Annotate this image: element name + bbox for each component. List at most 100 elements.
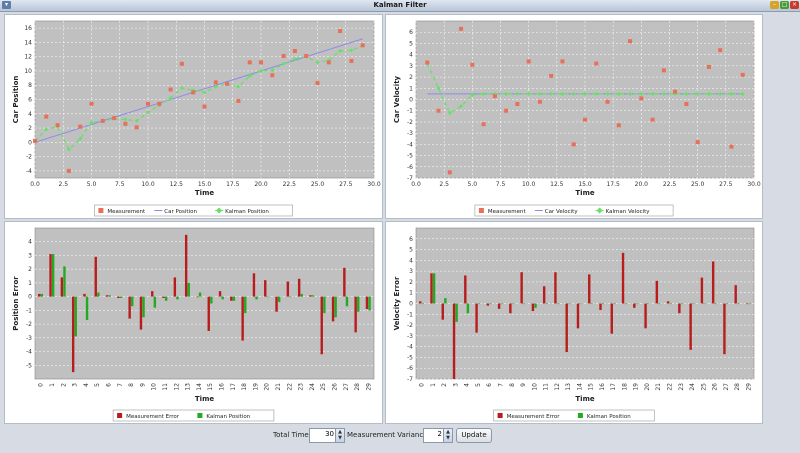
position-error-chart: -5 -4 -3 -2 -1 0 1 2 3 4 0 1 2 3 4 5 6 7 8 9 10 11 12 13 14 15 16 1… bbox=[4, 221, 383, 424]
legend-label: Kalman Velocity bbox=[606, 209, 651, 215]
x-tick-label: 13 bbox=[565, 383, 572, 391]
measurement-point bbox=[349, 58, 354, 63]
kalman-point bbox=[66, 147, 71, 152]
x-tick-label: 20.0 bbox=[254, 181, 268, 188]
window-menu-icon[interactable]: ▾ bbox=[2, 1, 11, 9]
minimize-icon[interactable]: – bbox=[770, 1, 779, 9]
bar bbox=[334, 296, 337, 318]
bar bbox=[119, 296, 123, 299]
x-tick-label: 25 bbox=[700, 383, 707, 391]
total-time-value[interactable]: 30 bbox=[325, 430, 334, 438]
bar bbox=[432, 273, 436, 304]
variance-value[interactable]: 2 bbox=[437, 430, 442, 438]
measurement-point bbox=[459, 26, 464, 31]
y-tick-label: -3 bbox=[407, 130, 413, 137]
bar bbox=[323, 296, 326, 314]
measurement-point bbox=[225, 81, 230, 86]
kalman-point bbox=[695, 91, 700, 96]
bar bbox=[748, 303, 751, 305]
legend-label: Car Velocity bbox=[545, 209, 579, 215]
x-tick-label: 2 bbox=[60, 383, 67, 387]
bar bbox=[734, 285, 737, 304]
x-tick-label: 2.5 bbox=[439, 181, 449, 188]
position-chart: 0.0 2.5 5.0 7.5 10.0 12.5 15.0 17.5 20.0 22.5 25.0… bbox=[4, 14, 383, 219]
measurement-point bbox=[259, 60, 263, 65]
legend-label: Kalman Position bbox=[206, 414, 250, 420]
x-tick-label: 19 bbox=[252, 383, 259, 391]
bar bbox=[633, 303, 636, 308]
x-tick-label: 12 bbox=[554, 383, 561, 391]
measurement-point bbox=[89, 101, 94, 106]
bar bbox=[187, 282, 190, 297]
y-tick-label: -5 bbox=[26, 362, 32, 369]
legend-swatch bbox=[216, 207, 223, 214]
kalman-point bbox=[684, 91, 689, 96]
x-tick-label: 27.5 bbox=[339, 181, 353, 188]
kalman-point bbox=[270, 68, 275, 73]
maximize-icon[interactable]: □ bbox=[780, 1, 789, 9]
y-tick-label: 6 bbox=[409, 29, 413, 36]
measurement-point bbox=[315, 81, 320, 86]
measurement-point bbox=[639, 96, 644, 101]
bar bbox=[464, 275, 467, 304]
measurement-point bbox=[202, 104, 207, 109]
kalman-point bbox=[537, 91, 542, 96]
x-tick-label: 9 bbox=[520, 383, 527, 387]
kalman-point bbox=[583, 91, 587, 96]
y-tick-label: 2 bbox=[409, 279, 413, 286]
legend-label: Measurement bbox=[107, 209, 146, 215]
x-tick-label: 16 bbox=[218, 383, 225, 391]
x-tick-label: 18 bbox=[241, 383, 248, 391]
y-tick-label: 6 bbox=[28, 97, 32, 104]
x-tick-label: 12 bbox=[173, 383, 180, 391]
y-tick-label: 2 bbox=[409, 74, 413, 81]
measurement-point bbox=[360, 43, 365, 48]
bar bbox=[331, 296, 335, 322]
y-tick-label: 8 bbox=[28, 82, 32, 89]
y-tick-label: 2 bbox=[28, 125, 32, 132]
legend-label: Car Position bbox=[164, 209, 197, 215]
measurement-point bbox=[470, 62, 475, 67]
measurement-point bbox=[560, 59, 565, 64]
bar bbox=[164, 296, 168, 301]
variance-stepper-icon[interactable]: ▲ ▼ bbox=[443, 429, 452, 442]
legend-label: Measurement bbox=[488, 209, 527, 215]
total-time-spinner[interactable]: 30 ▲ ▼ bbox=[309, 428, 345, 443]
bar bbox=[475, 303, 478, 333]
x-tick-label: 16 bbox=[599, 383, 606, 391]
bar bbox=[297, 278, 301, 297]
y-tick-label: -4 bbox=[407, 141, 413, 148]
x-tick-label: 1 bbox=[49, 383, 56, 387]
bar bbox=[613, 303, 616, 305]
kalman-point bbox=[134, 118, 139, 123]
bar bbox=[286, 281, 290, 297]
bar bbox=[644, 303, 647, 329]
measurement-point bbox=[270, 73, 275, 78]
kalman-point bbox=[470, 93, 475, 98]
legend-swatch bbox=[497, 413, 503, 418]
bar bbox=[444, 298, 447, 304]
bar bbox=[520, 272, 523, 304]
measurement-point bbox=[616, 123, 621, 128]
measurement-point bbox=[718, 48, 723, 53]
bar bbox=[497, 303, 501, 309]
bar bbox=[184, 234, 188, 297]
controls-bar: Total Time 30 ▲ ▼ Measurement Variance 2 … bbox=[0, 426, 800, 446]
update-button[interactable]: Update bbox=[456, 428, 492, 443]
variance-spinner[interactable]: 2 ▲ ▼ bbox=[423, 428, 453, 443]
x-tick-label: 22 bbox=[667, 383, 674, 391]
bar bbox=[723, 303, 726, 355]
x-tick-label: 4 bbox=[83, 383, 90, 387]
kalman-point bbox=[594, 91, 599, 96]
y-tick-label: -3 bbox=[26, 335, 32, 342]
close-icon[interactable]: × bbox=[790, 1, 799, 9]
bar bbox=[71, 296, 75, 373]
total-time-stepper-icon[interactable]: ▲ ▼ bbox=[335, 429, 344, 442]
x-tick-label: 27 bbox=[343, 383, 350, 391]
kalman-point bbox=[123, 117, 128, 122]
bar bbox=[441, 303, 444, 320]
measurement-point bbox=[537, 99, 542, 104]
bar bbox=[669, 303, 672, 305]
kalman-point bbox=[616, 91, 621, 96]
y-tick-label: 0 bbox=[28, 139, 32, 146]
